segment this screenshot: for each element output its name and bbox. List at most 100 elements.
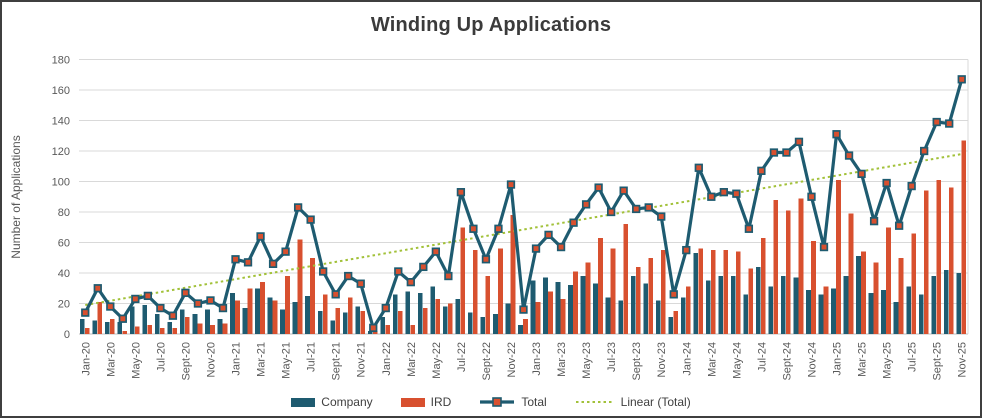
bar-company <box>230 292 235 334</box>
bar-company <box>668 317 674 334</box>
bar-ird <box>460 227 466 334</box>
bar-ird <box>109 318 115 334</box>
bar-company <box>743 294 749 334</box>
x-tick-label: Nov-20 <box>205 342 217 377</box>
bar-ird <box>911 233 916 334</box>
bar-ird <box>185 317 190 334</box>
total-marker <box>406 278 415 287</box>
x-tick-label: Jan-22 <box>381 342 393 376</box>
total-marker <box>794 137 804 147</box>
bar-company <box>918 294 924 334</box>
legend-item-ird: IRD <box>400 395 452 409</box>
total-marker <box>669 290 678 299</box>
y-tick-label: 20 <box>58 299 70 311</box>
bar-company <box>330 320 335 334</box>
total-marker <box>581 200 591 209</box>
bar-company <box>142 305 148 334</box>
total-marker <box>231 255 240 264</box>
bar-ird <box>710 250 716 334</box>
bar-company <box>943 269 949 334</box>
bar-company <box>255 288 260 334</box>
y-tick-label: 180 <box>52 55 70 67</box>
bar-company <box>380 317 386 334</box>
total-marker <box>344 271 353 281</box>
total-marker <box>93 284 102 293</box>
bar-ird <box>84 327 90 334</box>
total-marker <box>857 169 866 179</box>
y-tick-label: 80 <box>58 207 70 219</box>
total-marker <box>419 262 428 272</box>
bar-company <box>580 276 586 334</box>
x-tick-label: Mar-23 <box>556 342 568 377</box>
total-marker <box>769 148 779 157</box>
total-marker <box>331 290 340 299</box>
bar-ird <box>335 308 340 334</box>
y-tick-label: 120 <box>52 146 70 158</box>
bar-ird <box>948 187 954 334</box>
legend-label-ird: IRD <box>430 395 452 409</box>
bar-ird <box>122 330 128 334</box>
bar-ird <box>347 297 353 334</box>
total-marker <box>920 146 929 156</box>
total-marker <box>394 267 403 276</box>
bar-company <box>806 289 811 334</box>
bar-ird <box>410 324 416 334</box>
company-swatch-icon <box>291 397 316 407</box>
bar-company <box>493 314 498 334</box>
total-marker <box>594 183 603 192</box>
bar-company <box>280 309 285 334</box>
y-axis-title: Number of Applications <box>9 135 23 259</box>
total-marker <box>619 186 628 195</box>
bar-company <box>367 330 373 334</box>
bar-company <box>405 291 411 334</box>
bar-ird <box>685 286 691 334</box>
x-tick-label: May-21 <box>281 342 293 379</box>
bar-company <box>180 309 185 334</box>
total-marker <box>569 218 578 227</box>
bar-ird <box>598 237 603 334</box>
total-line-swatch-icon <box>480 397 515 407</box>
x-tick-label: Mar-25 <box>857 342 869 377</box>
total-marker <box>381 303 390 313</box>
total-marker <box>281 247 290 256</box>
bar-ird <box>435 298 441 334</box>
x-tick-label: Nov-24 <box>806 342 818 377</box>
x-tick-label: Jul-22 <box>456 342 468 372</box>
bar-ird <box>498 248 503 334</box>
total-marker <box>606 207 616 217</box>
total-marker <box>694 163 703 172</box>
total-marker <box>118 314 127 323</box>
total-marker <box>431 247 441 256</box>
bar-company <box>104 321 110 334</box>
bar-ird <box>560 298 566 334</box>
bar-ird <box>873 262 879 334</box>
legend-item-company: Company <box>291 395 373 409</box>
bar-ird <box>836 179 841 334</box>
x-tick-label: Jan-21 <box>231 342 243 376</box>
bar-ird <box>447 303 453 334</box>
bar-company <box>655 300 661 334</box>
bar-ird <box>585 262 591 334</box>
total-marker <box>907 181 916 191</box>
x-tick-label: Nov-22 <box>506 342 518 377</box>
chart-title: Winding Up Applications <box>370 14 612 36</box>
total-marker <box>682 245 691 255</box>
bar-ird <box>723 250 729 334</box>
x-tick-label: May-25 <box>882 342 894 379</box>
x-tick-label: Jan-23 <box>531 342 543 376</box>
total-marker <box>782 148 791 157</box>
bar-ird <box>936 179 941 334</box>
bar-ird <box>247 288 253 334</box>
bar-ird <box>272 300 278 334</box>
bar-company <box>129 306 135 334</box>
bar-ird <box>422 308 428 334</box>
bar-company <box>543 277 548 334</box>
total-marker <box>719 188 728 197</box>
bar-company <box>79 318 85 334</box>
y-tick-label: 0 <box>64 329 70 341</box>
total-marker <box>81 308 90 317</box>
legend-label-total: Total <box>521 395 547 409</box>
bar-ird <box>848 213 854 334</box>
x-tick-label: Sept-21 <box>331 342 343 381</box>
